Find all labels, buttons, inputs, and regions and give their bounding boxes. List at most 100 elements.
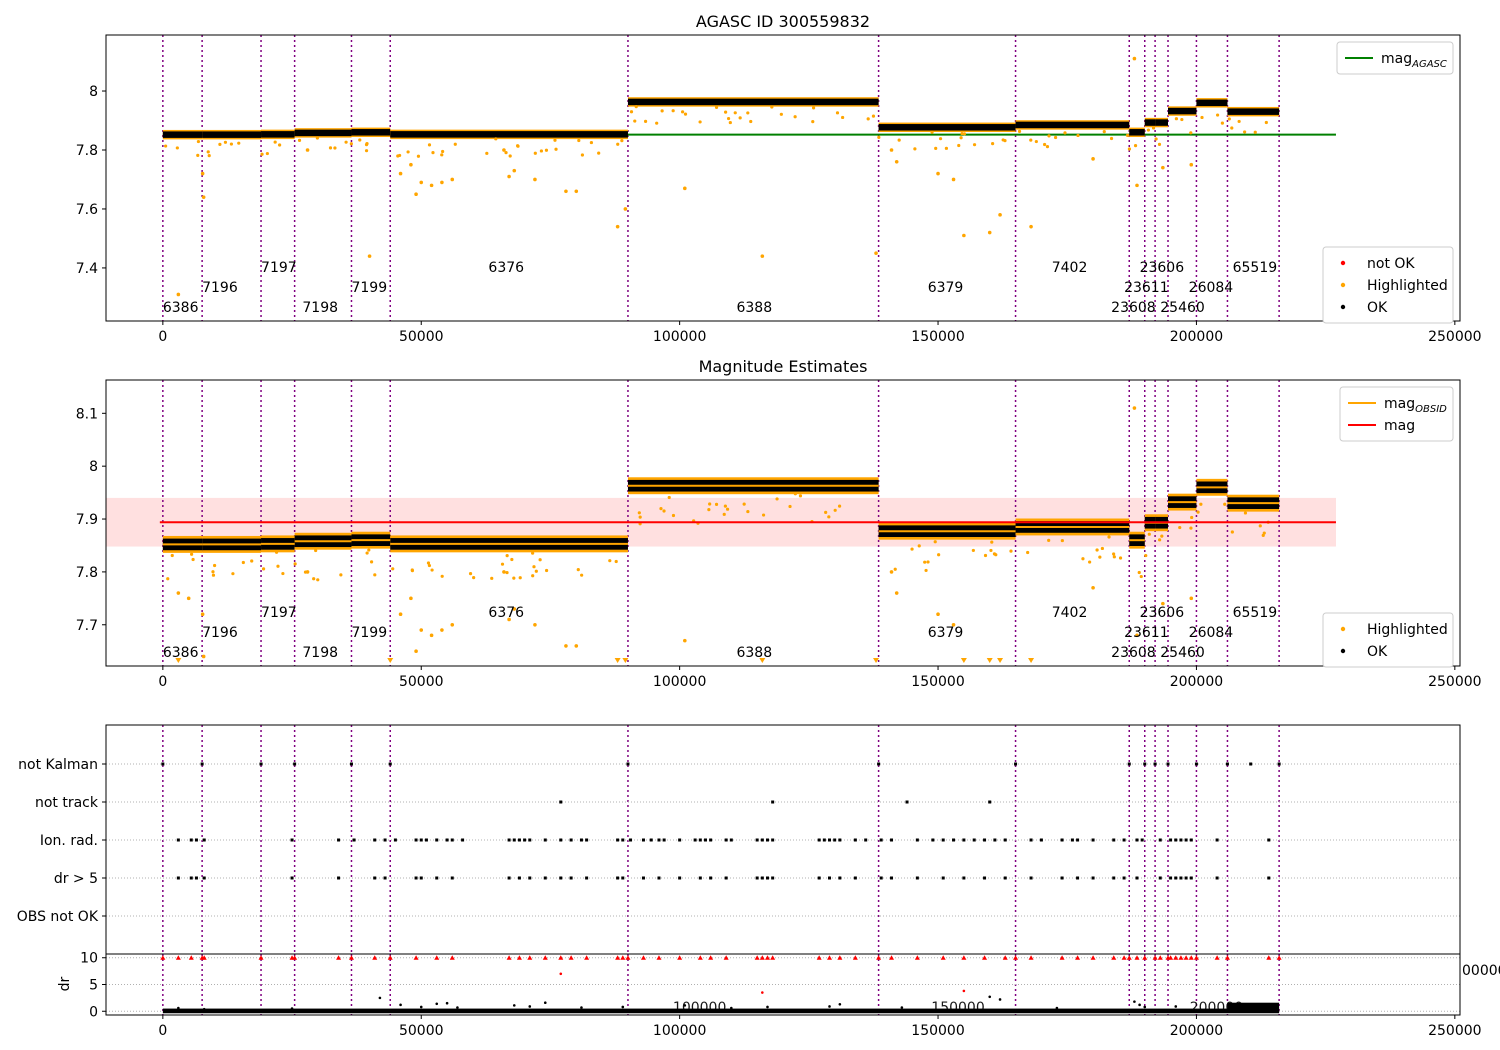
- highlighted-point: [175, 146, 179, 150]
- below-range-marker: [997, 658, 1004, 663]
- flag-marker: [200, 762, 204, 766]
- flag-marker: [352, 838, 356, 842]
- legend-marker-swatch: [1340, 626, 1346, 632]
- x-tick-label: 200000: [1170, 329, 1223, 345]
- highlighted-point: [502, 570, 506, 574]
- legend-label: OK: [1367, 300, 1388, 316]
- dr-ok-point: [378, 996, 382, 1000]
- highlighted-point: [261, 567, 266, 571]
- highlighted-point: [576, 568, 580, 572]
- highlighted-point: [504, 150, 508, 155]
- legend-marker-swatch: [1340, 648, 1346, 654]
- highlighted-point: [274, 550, 279, 554]
- highlighted-point: [894, 591, 899, 595]
- highlighted-point: [683, 112, 688, 116]
- obsid-label: 23606: [1140, 260, 1185, 276]
- highlighted-point: [190, 552, 194, 556]
- flag-marker: [189, 876, 193, 880]
- highlighted-point: [615, 224, 620, 229]
- obsid-label: 7199: [351, 280, 387, 296]
- flag-marker: [1215, 838, 1219, 842]
- dr-ok-point: [1055, 1006, 1059, 1010]
- dr-clipped-marker: [759, 955, 765, 960]
- highlighted-point: [637, 511, 641, 515]
- flag-marker: [1174, 838, 1178, 842]
- highlighted-point: [250, 559, 254, 563]
- highlighted-point: [930, 130, 934, 134]
- highlighted-point: [987, 230, 992, 235]
- highlighted-point: [406, 150, 410, 154]
- highlighted-point: [409, 596, 413, 601]
- obsid-label: 23606: [1140, 605, 1185, 621]
- highlighted-point: [580, 573, 584, 577]
- highlighted-point: [841, 115, 845, 120]
- highlighted-point: [512, 168, 517, 173]
- obsid-label: 7198: [302, 300, 338, 316]
- highlighted-point: [671, 513, 676, 518]
- flag-marker: [1267, 876, 1271, 880]
- highlighted-point: [398, 171, 403, 176]
- dr-clipped-marker: [677, 955, 683, 960]
- highlighted-point: [201, 654, 206, 659]
- highlighted-point: [775, 497, 779, 501]
- flag-marker: [983, 838, 987, 842]
- flag-marker: [1184, 838, 1188, 842]
- flag-marker: [616, 838, 620, 842]
- highlighted-point: [494, 137, 498, 141]
- y-tick-label: 10: [80, 951, 98, 967]
- highlighted-point: [1146, 128, 1151, 132]
- flag-marker: [445, 838, 449, 842]
- flag-marker: [414, 876, 418, 880]
- flag-category-label: Ion. rad.: [40, 833, 98, 849]
- x-tick-label: 250000: [1428, 1023, 1481, 1039]
- dr-clipped-marker: [516, 955, 522, 960]
- highlighted-point: [450, 177, 455, 182]
- flag-marker: [543, 876, 547, 880]
- flag-marker: [988, 800, 992, 804]
- overlapped-tick-label: 150000: [931, 1000, 984, 1016]
- ok-band: [1227, 108, 1280, 115]
- highlighted-point: [1190, 515, 1194, 520]
- highlighted-point: [265, 151, 269, 156]
- flag-marker: [822, 838, 826, 842]
- obsid-label: 25460: [1160, 645, 1205, 661]
- below-range-marker: [873, 658, 880, 663]
- highlighted-point: [416, 154, 421, 158]
- dr-ok-band: [162, 1008, 1280, 1014]
- flag-marker: [1039, 838, 1043, 842]
- highlighted-point: [553, 138, 557, 142]
- highlighted-point: [367, 548, 371, 552]
- dr-clipped-marker: [1152, 955, 1158, 960]
- highlighted-point: [733, 111, 737, 115]
- highlighted-point: [531, 551, 535, 555]
- highlighted-point: [532, 565, 536, 569]
- highlighted-point: [430, 568, 434, 572]
- dr-clipped-marker: [336, 955, 342, 960]
- highlighted-point: [877, 135, 881, 139]
- highlighted-point: [933, 540, 937, 544]
- highlighted-point: [441, 149, 445, 154]
- highlighted-point: [1258, 524, 1262, 528]
- flag-marker: [641, 876, 645, 880]
- dr-clipped-marker: [160, 955, 166, 960]
- dr-ok-point: [998, 998, 1002, 1001]
- highlighted-point: [889, 148, 894, 152]
- highlighted-point: [344, 140, 348, 144]
- flag-marker: [838, 876, 842, 880]
- y-tick-label: 7.6: [76, 202, 98, 218]
- highlighted-point: [440, 180, 444, 185]
- overlapped-tick-label: 200000: [1190, 1000, 1243, 1016]
- flag-marker: [450, 838, 454, 842]
- obsid-label: 7197: [261, 260, 297, 276]
- highlighted-point: [894, 159, 899, 164]
- flag-marker: [349, 762, 353, 766]
- flag-marker: [755, 876, 759, 880]
- panel-flags: not Kalman not track Ion. rad. dr > 5 OBS no…: [17, 724, 1461, 955]
- below-range-marker: [960, 658, 967, 663]
- hidden-tick-fragment: 00000: [1462, 963, 1500, 979]
- highlighted-point: [589, 140, 594, 145]
- highlighted-point: [176, 292, 181, 297]
- dr-clipped-marker: [1224, 955, 1230, 960]
- y-tick-label: 0: [89, 1004, 98, 1020]
- obsid-label: 23611: [1124, 280, 1169, 296]
